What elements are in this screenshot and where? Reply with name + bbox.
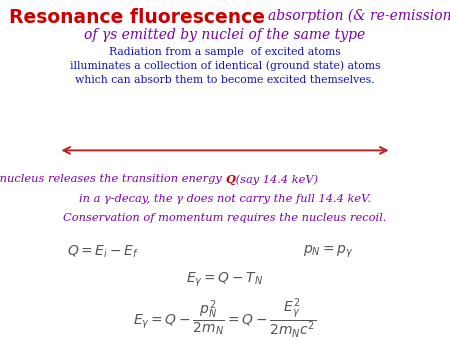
Text: $Q = E_i - E_f$: $Q = E_i - E_f$	[68, 243, 140, 260]
Text: in a γ-decay, the γ does not carry the full 14.4 keV.: in a γ-decay, the γ does not carry the f…	[79, 194, 371, 204]
Text: Conservation of momentum requires the nucleus recoil.: Conservation of momentum requires the nu…	[63, 213, 387, 223]
Text: absorption (& re-emission): absorption (& re-emission)	[268, 8, 450, 23]
Text: $E_{\gamma} = Q - \dfrac{p_N^2}{2m_N} = Q - \dfrac{E_{\gamma}^2}{2m_N c^2}$: $E_{\gamma} = Q - \dfrac{p_N^2}{2m_N} = …	[133, 297, 317, 338]
Text: Radiation from a sample  of excited atoms
illuminates a collection of identical : Radiation from a sample of excited atoms…	[70, 47, 380, 84]
Text: of γs emitted by nuclei of the same type: of γs emitted by nuclei of the same type	[85, 28, 365, 42]
Text: (say 14.4 keV): (say 14.4 keV)	[232, 174, 318, 185]
Text: Resonance fluorescence: Resonance fluorescence	[9, 8, 265, 27]
Text: $E_{\gamma} = Q - T_N$: $E_{\gamma} = Q - T_N$	[186, 270, 264, 289]
Text: When an nucleus releases the transition energy: When an nucleus releases the transition …	[0, 174, 225, 184]
Text: Q: Q	[226, 174, 236, 185]
Text: $p_N = p_{\gamma}$: $p_N = p_{\gamma}$	[303, 243, 354, 260]
